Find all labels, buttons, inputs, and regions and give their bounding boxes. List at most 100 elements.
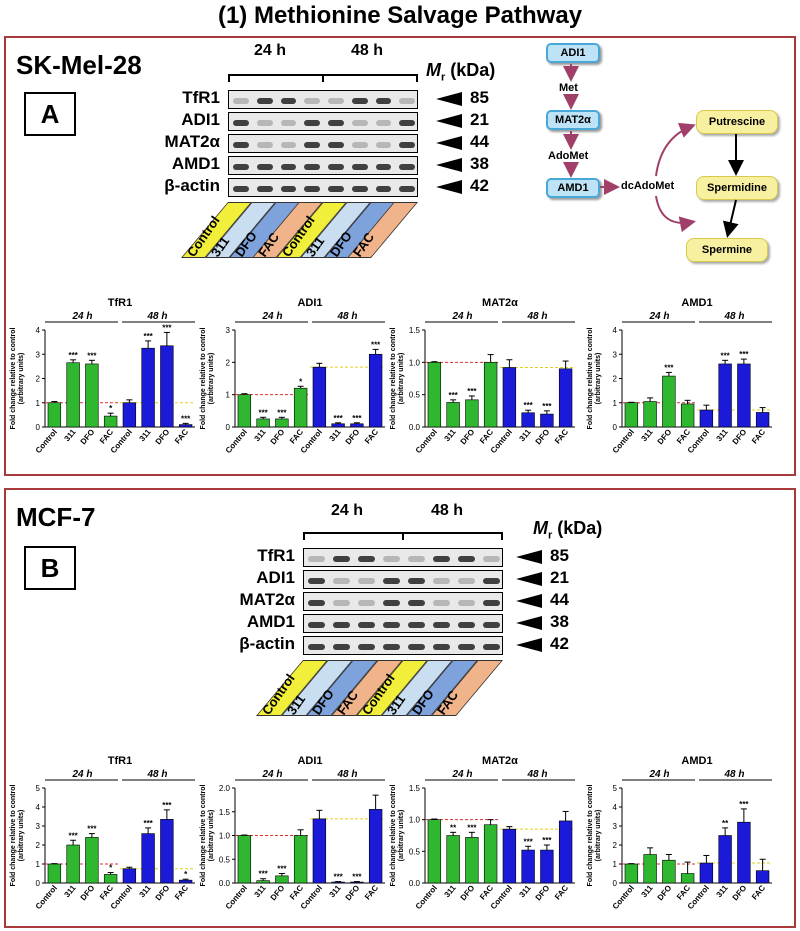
pathway-arrow bbox=[655, 122, 696, 177]
blot-band bbox=[256, 97, 273, 104]
cell-line-label: MCF-7 bbox=[16, 502, 96, 532]
blot-band bbox=[351, 119, 368, 126]
panel-letter: B bbox=[24, 546, 76, 590]
kda-arrow bbox=[516, 638, 542, 652]
timepoint-label: 48 h bbox=[351, 42, 384, 59]
pathway-arrow bbox=[722, 199, 739, 238]
blot-band bbox=[408, 621, 425, 628]
blot-band bbox=[304, 185, 320, 192]
figure-title: (1) Methionine Salvage Pathway bbox=[217, 2, 583, 29]
pathway-node-putrescine: Putrescine bbox=[696, 110, 778, 134]
blot-band bbox=[280, 185, 297, 192]
protein-label: MAT2α bbox=[164, 132, 220, 151]
blot-band bbox=[233, 119, 249, 126]
blot-band bbox=[233, 163, 249, 170]
kda-value: 42 bbox=[470, 176, 489, 195]
mr-header: Mr (kDa) bbox=[426, 60, 496, 84]
blot-band bbox=[304, 163, 320, 170]
blot-band bbox=[280, 119, 297, 126]
blot-band bbox=[399, 141, 415, 148]
panel-b: MCF-7 B 24 h 48 h Mr (kDa) TfR1 85 ADI1 21 M… bbox=[4, 488, 796, 928]
kda-value: 44 bbox=[550, 590, 569, 609]
protein-label: MAT2α bbox=[239, 590, 295, 609]
blot-band bbox=[328, 141, 344, 148]
blot-band bbox=[333, 621, 350, 628]
blot-band bbox=[308, 555, 325, 562]
kda-arrow bbox=[436, 158, 462, 172]
blot-strip bbox=[303, 636, 503, 655]
blot-band bbox=[375, 141, 392, 148]
pathway-node-amd1: AMD1 bbox=[546, 178, 600, 198]
blot-band bbox=[483, 599, 500, 606]
blot-band bbox=[375, 119, 392, 126]
blot-band bbox=[408, 643, 425, 650]
blot-band bbox=[308, 577, 325, 584]
blot-band bbox=[399, 119, 415, 126]
pathway-node-dcadomet: dcAdoMet bbox=[621, 180, 675, 192]
blot-strip bbox=[228, 134, 418, 153]
blot-band bbox=[458, 599, 475, 606]
blot-band bbox=[433, 555, 450, 562]
kda-arrow bbox=[516, 572, 542, 586]
blot-strip bbox=[303, 614, 503, 633]
blot-band bbox=[328, 163, 344, 170]
blot-band bbox=[358, 643, 375, 650]
protein-label: AMD1 bbox=[246, 612, 295, 631]
blot-band bbox=[308, 621, 325, 628]
blot-band bbox=[399, 185, 415, 192]
blot-band bbox=[333, 599, 350, 606]
kda-value: 38 bbox=[470, 154, 489, 173]
kda-value: 85 bbox=[550, 546, 569, 565]
blot-band bbox=[358, 555, 375, 562]
kda-value: 21 bbox=[550, 568, 569, 587]
blot-band bbox=[375, 163, 392, 170]
blot-strip bbox=[303, 592, 503, 611]
timepoint-label: 48 h bbox=[431, 502, 464, 519]
blot-band bbox=[358, 599, 375, 606]
blot-strip bbox=[303, 548, 503, 567]
blot-band bbox=[351, 185, 368, 192]
blot-band bbox=[408, 577, 425, 584]
pathway-node-adi1: ADI1 bbox=[546, 43, 600, 63]
blot-band bbox=[383, 555, 400, 562]
blot-band bbox=[256, 163, 273, 170]
blot-band bbox=[328, 97, 344, 104]
blot-band bbox=[328, 185, 344, 192]
panel-letter: A bbox=[24, 92, 76, 136]
blot-band bbox=[256, 119, 273, 126]
blot-band bbox=[383, 577, 400, 584]
blot-band bbox=[358, 621, 375, 628]
bracket-divider bbox=[402, 532, 404, 540]
kda-arrow bbox=[516, 616, 542, 630]
blot-band bbox=[256, 141, 273, 148]
kda-arrow bbox=[516, 594, 542, 608]
protein-label: β-actin bbox=[239, 634, 295, 653]
blot-band bbox=[358, 577, 375, 584]
kda-arrow bbox=[436, 180, 462, 194]
blot-band bbox=[351, 141, 368, 148]
kda-value: 38 bbox=[550, 612, 569, 631]
blot-band bbox=[408, 555, 425, 562]
blot-band bbox=[351, 163, 368, 170]
kda-arrow bbox=[436, 92, 462, 106]
cell-line-label: SK-Mel-28 bbox=[16, 50, 142, 80]
blot-band bbox=[383, 643, 400, 650]
blot-band bbox=[308, 599, 325, 606]
blot-strip bbox=[228, 90, 418, 109]
blot-band bbox=[458, 577, 475, 584]
blot-band bbox=[458, 621, 475, 628]
blot-band bbox=[483, 577, 500, 584]
pathway-node-spermidine: Spermidine bbox=[696, 176, 778, 200]
blot-band bbox=[304, 97, 320, 104]
protein-label: ADI1 bbox=[256, 568, 295, 587]
kda-arrow bbox=[516, 550, 542, 564]
blot-strip bbox=[228, 156, 418, 175]
blot-band bbox=[408, 599, 425, 606]
blot-band bbox=[333, 643, 350, 650]
timepoint-label: 24 h bbox=[254, 42, 287, 59]
blot-band bbox=[351, 97, 368, 104]
blot-band bbox=[433, 643, 450, 650]
kda-value: 42 bbox=[550, 634, 569, 653]
blot-band bbox=[304, 141, 320, 148]
panel-a: SK-Mel-28 A 24 h 48 h Mr (kDa) TfR1 85 ADI… bbox=[4, 36, 796, 476]
